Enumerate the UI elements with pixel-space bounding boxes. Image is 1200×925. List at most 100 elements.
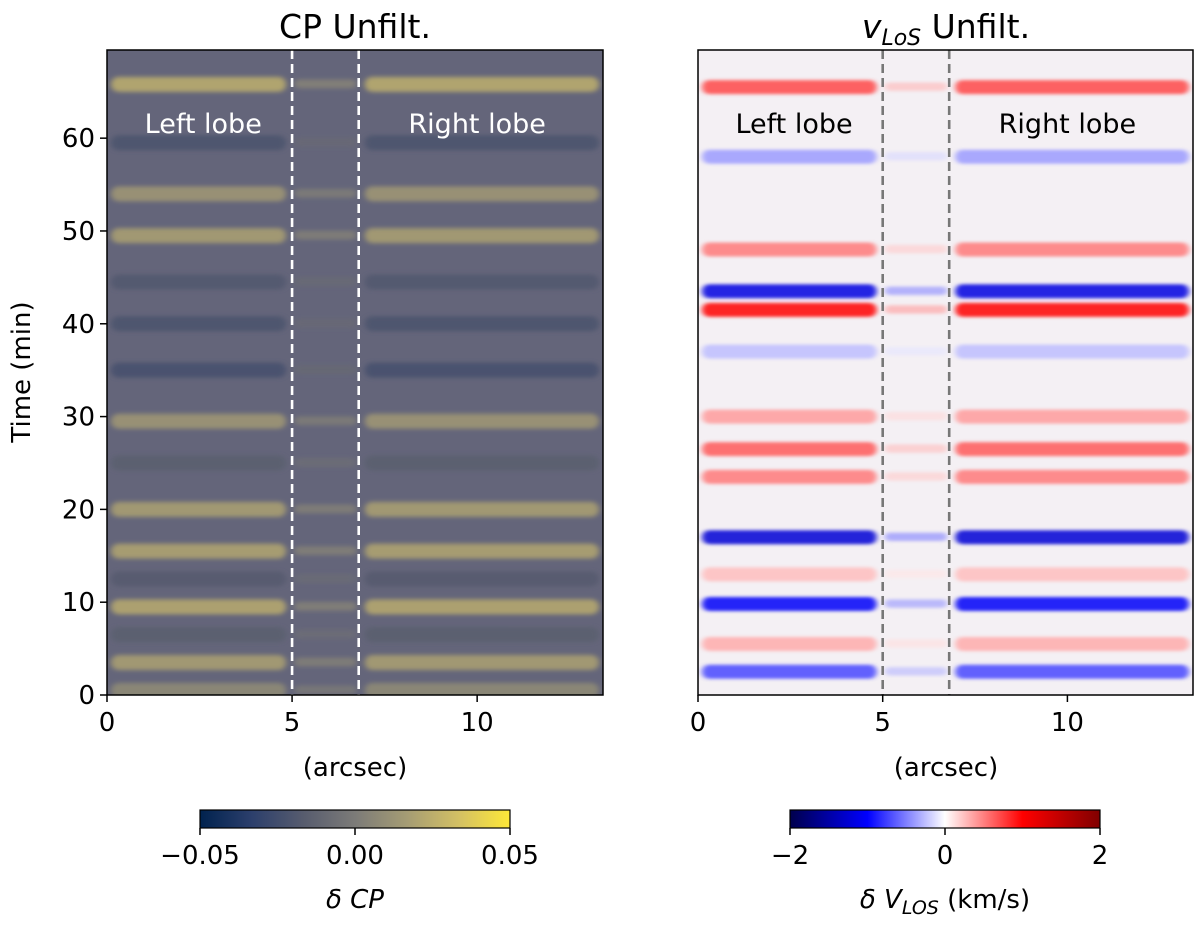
heatmap-band-center: [884, 82, 948, 91]
x-tick-label: 5: [284, 708, 301, 738]
vlos-colorbar-bar: [789, 809, 1101, 829]
y-tick-label: 40: [62, 310, 95, 340]
vlos-title: vLoS Unfilt.: [862, 7, 1030, 51]
heatmap-band-right: [364, 316, 599, 332]
heatmap-band-right: [955, 302, 1189, 317]
heatmap-band-center: [294, 365, 357, 375]
heatmap-band-left: [111, 455, 287, 471]
heatmap-band-center: [294, 230, 357, 240]
heatmap-band-right: [955, 344, 1189, 359]
heatmap-band-right: [364, 274, 599, 290]
heatmap-band-right: [364, 228, 599, 244]
cp-y-axis-label: Time (min): [7, 301, 37, 443]
heatmap-band-right: [364, 655, 599, 671]
heatmap-band-center: [884, 532, 948, 541]
heatmap-band-center: [294, 79, 357, 89]
heatmap-band-right: [364, 76, 599, 92]
heatmap-band-right: [364, 135, 599, 151]
heatmap-band-center: [294, 188, 357, 198]
cp-axes-frame: [106, 49, 604, 696]
cp-y-axis: 0 10 20 30 40 50 60: [62, 124, 107, 711]
heatmap-band-right: [955, 442, 1189, 457]
cp-colorbar-label: δ CP: [326, 885, 384, 915]
heatmap-band-right: [364, 543, 599, 559]
heatmap-band-left: [111, 682, 287, 695]
heatmap-band-center: [294, 601, 357, 611]
heatmap-band-right: [364, 362, 599, 378]
cp-colorbar-label-text: δ CP: [326, 885, 384, 915]
heatmap-band-left: [111, 316, 287, 332]
heatmap-band-right: [364, 571, 599, 587]
vlos-colorbar-ticks: −2 0 2: [771, 828, 1108, 871]
vlos-colorbar: −2 0 2 δ VLOS (km/s): [771, 809, 1108, 919]
heatmap-band-left: [702, 409, 877, 424]
vlos-axes-frame: [697, 49, 1194, 696]
heatmap-band-left: [702, 442, 877, 457]
vlos-left-lobe-label: Left lobe: [735, 109, 852, 140]
heatmap-band-right: [955, 530, 1189, 545]
x-tick-label: 0: [690, 708, 707, 738]
colorbar-tick-label: −2: [771, 841, 809, 871]
heatmap-band-center: [294, 546, 357, 556]
cp-lobe-boundaries: [290, 50, 361, 695]
vlos-colorbar-label-units: (km/s): [939, 885, 1030, 915]
cp-heatmap-bands: [111, 76, 599, 695]
heatmap-band-right: [955, 597, 1189, 612]
heatmap-band-right: [955, 242, 1189, 257]
heatmap-band-center: [294, 416, 357, 426]
heatmap-band-left: [111, 274, 287, 290]
y-tick-label: 60: [62, 124, 95, 154]
heatmap-band-center: [294, 504, 357, 514]
heatmap-band-center: [884, 569, 948, 579]
heatmap-band-center: [884, 346, 948, 356]
heatmap-band-left: [111, 599, 287, 615]
cp-panel: CP Unfilt. Left lobe Right lobe 0 10 20 30 4…: [7, 7, 604, 783]
heatmap-band-right: [364, 682, 599, 695]
heatmap-band-left: [702, 284, 877, 299]
colorbar-tick-label: 0: [937, 841, 954, 871]
y-tick-label: 20: [62, 495, 95, 525]
heatmap-band-left: [111, 135, 287, 151]
heatmap-band-left: [702, 149, 877, 164]
heatmap-band-left: [111, 627, 287, 643]
heatmap-band-center: [884, 667, 948, 676]
heatmap-band-right: [955, 409, 1189, 424]
vlos-colorbar-label-var: V: [884, 885, 904, 915]
y-tick-label: 50: [62, 217, 95, 247]
heatmap-band-right: [364, 627, 599, 643]
heatmap-band-center: [294, 573, 357, 583]
heatmap-band-right: [364, 455, 599, 471]
x-tick-label: 5: [874, 708, 891, 738]
heatmap-band-center: [884, 286, 948, 296]
heatmap-band-center: [884, 244, 948, 254]
heatmap-band-left: [702, 636, 877, 651]
heatmap-band-center: [884, 152, 948, 161]
cp-x-axis-label: (arcsec): [303, 753, 407, 783]
x-tick-label: 0: [99, 708, 116, 738]
cp-title: CP Unfilt.: [279, 7, 431, 46]
heatmap-band-center: [884, 639, 948, 648]
heatmap-band-right: [955, 80, 1189, 95]
heatmap-band-left: [702, 469, 877, 484]
heatmap-band-left: [111, 186, 287, 202]
heatmap-band-left: [702, 80, 877, 95]
vlos-lobe-boundaries: [881, 50, 951, 695]
heatmap-band-right: [364, 186, 599, 202]
heatmap-band-center: [884, 599, 948, 608]
heatmap-band-right: [955, 664, 1189, 679]
heatmap-band-right: [955, 149, 1189, 164]
heatmap-band-left: [111, 655, 287, 671]
heatmap-band-left: [702, 242, 877, 257]
heatmap-band-center: [884, 411, 948, 421]
cp-colorbar-bar: [199, 809, 511, 829]
cp-colorbar: −0.05 0.00 0.05 δ CP: [160, 809, 539, 915]
heatmap-band-left: [111, 362, 287, 378]
heatmap-band-left: [702, 344, 877, 359]
colorbar-tick-label: 2: [1092, 841, 1109, 871]
heatmap-band-left: [111, 228, 287, 244]
heatmap-band-right: [955, 469, 1189, 484]
colorbar-tick-label: −0.05: [160, 841, 240, 871]
cp-x-axis: 0 5 10: [99, 695, 494, 738]
heatmap-band-right: [364, 501, 599, 517]
